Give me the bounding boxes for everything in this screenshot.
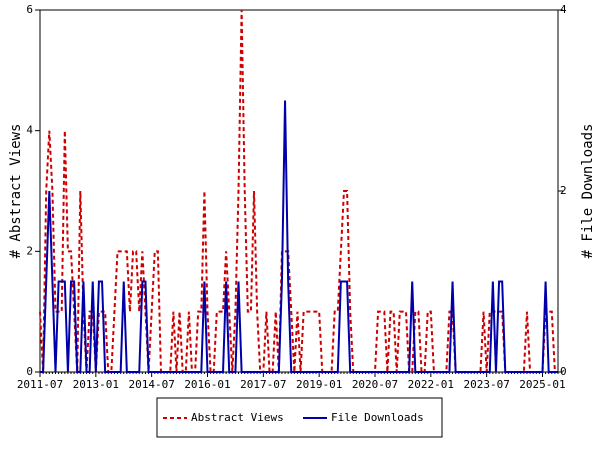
series-line bbox=[40, 100, 558, 373]
y2-tick-label: 4 bbox=[560, 3, 567, 16]
x-tick-label: 2022-01 bbox=[408, 378, 454, 391]
legend-label: File Downloads bbox=[331, 411, 424, 424]
y2-axis-title: # File Downloads bbox=[580, 124, 596, 259]
x-tick-label: 2019-01 bbox=[296, 378, 342, 391]
x-tick-label: 2014-07 bbox=[128, 378, 174, 391]
y2-tick-label: 0 bbox=[560, 365, 567, 378]
y-tick-label: 6 bbox=[26, 3, 33, 16]
x-tick-label: 2020-07 bbox=[352, 378, 398, 391]
y-tick-label: 4 bbox=[26, 124, 33, 137]
x-tick-label: 2016-01 bbox=[184, 378, 230, 391]
y-tick-label: 2 bbox=[26, 244, 33, 257]
x-tick-label: 2025-01 bbox=[519, 378, 565, 391]
x-tick-label: 2023-07 bbox=[463, 378, 509, 391]
legend-label: Abstract Views bbox=[191, 411, 284, 424]
x-tick-label: 2011-07 bbox=[17, 378, 63, 391]
x-tick-label: 2017-07 bbox=[240, 378, 286, 391]
y2-tick-label: 2 bbox=[560, 184, 567, 197]
y-axis-title: # Abstract Views bbox=[8, 124, 24, 259]
legend-box bbox=[156, 397, 443, 438]
y-tick-label: 0 bbox=[26, 365, 33, 378]
series-line bbox=[39, 9, 558, 373]
plot-frame bbox=[39, 9, 559, 373]
x-tick-label: 2013-01 bbox=[73, 378, 119, 391]
